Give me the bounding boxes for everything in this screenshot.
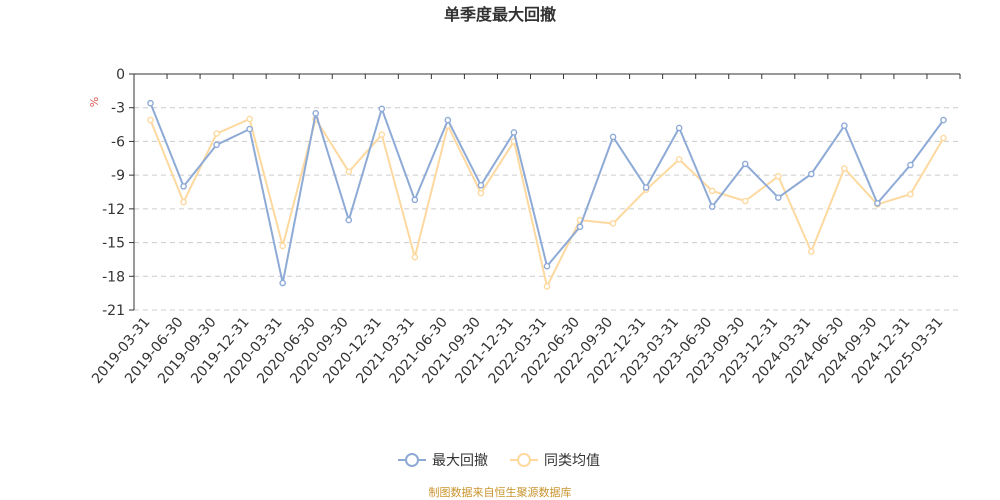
y-tick-label: 0 xyxy=(116,67,125,83)
data-point xyxy=(675,124,683,132)
data-point xyxy=(279,279,286,287)
data-point xyxy=(741,160,749,168)
data-point xyxy=(312,110,320,117)
legend-label: 同类均值 xyxy=(544,453,600,469)
data-point xyxy=(841,122,848,129)
axes xyxy=(129,73,961,311)
y-tick-label: -12 xyxy=(102,202,125,218)
data-point xyxy=(808,170,815,178)
legend-label: 最大回撤 xyxy=(432,453,488,469)
data-point xyxy=(841,165,848,172)
data-point xyxy=(708,187,716,195)
data-point xyxy=(246,125,253,133)
data-point xyxy=(213,141,220,149)
data-point xyxy=(609,220,617,227)
chart-title: 单季度最大回撤 xyxy=(444,5,556,24)
data-point xyxy=(411,196,419,204)
data-point xyxy=(279,242,286,250)
data-point xyxy=(147,99,154,107)
data-point xyxy=(345,168,353,176)
data-point xyxy=(180,183,187,190)
y-tick-label: -6 xyxy=(111,134,125,150)
data-point xyxy=(774,194,782,201)
data-point xyxy=(907,161,914,169)
data-point xyxy=(444,116,452,124)
data-point xyxy=(543,262,551,270)
source-note: 制图数据来自恒生聚源数据库 xyxy=(429,485,572,499)
series-line xyxy=(149,118,945,288)
y-tick-label: -15 xyxy=(102,236,125,252)
y-tick-labels: 0 -3 -6 -9 -12 -15 -18 -21 xyxy=(102,67,125,319)
data-point xyxy=(708,203,716,210)
data-point xyxy=(907,190,914,198)
data-point xyxy=(543,283,551,290)
data-point xyxy=(411,253,419,261)
data-point xyxy=(246,115,253,123)
data-point xyxy=(642,184,650,191)
data-point xyxy=(940,116,947,124)
data-point xyxy=(378,105,386,113)
data-point xyxy=(576,223,584,231)
legend: 最大回撤 同类均值 xyxy=(398,453,600,469)
y-tick-label: -9 xyxy=(111,168,125,184)
y-axis-unit: % xyxy=(88,97,101,107)
x-tick-labels: 2019-03-312019-06-302019-09-302019-12-31… xyxy=(89,314,947,387)
data-point xyxy=(940,134,947,142)
data-point xyxy=(808,248,815,255)
data-point xyxy=(774,172,782,180)
data-point xyxy=(477,181,485,189)
series-group xyxy=(147,99,947,290)
legend-swatch-marker xyxy=(517,453,531,467)
data-point xyxy=(609,133,617,141)
grid xyxy=(134,107,960,311)
data-point xyxy=(180,198,187,206)
y-tick-label: -21 xyxy=(102,303,125,319)
data-point xyxy=(147,116,154,124)
data-point xyxy=(345,216,353,224)
data-point xyxy=(675,156,683,163)
data-point xyxy=(510,129,518,136)
data-point xyxy=(213,130,220,137)
legend-swatch-marker xyxy=(405,453,419,467)
data-point xyxy=(741,197,749,205)
y-tick-label: -18 xyxy=(102,269,125,285)
data-point xyxy=(477,189,485,197)
y-tick-label: -3 xyxy=(111,101,125,117)
data-point xyxy=(874,199,881,207)
data-point xyxy=(378,131,386,138)
